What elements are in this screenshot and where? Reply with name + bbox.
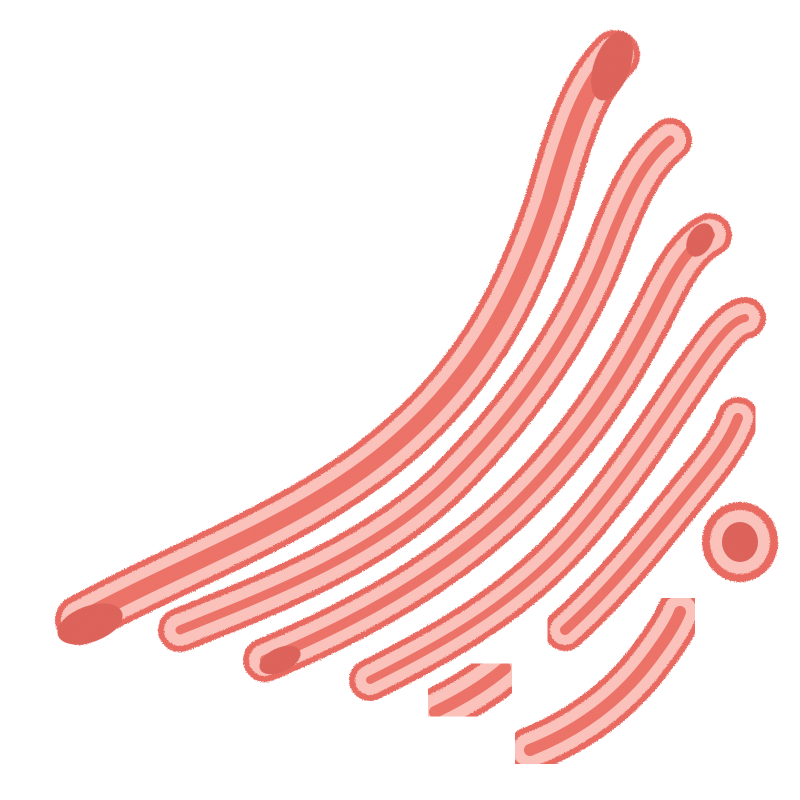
golgi-cisterna-fragment bbox=[507, 589, 703, 773]
golgi-cisterna-2 bbox=[158, 118, 692, 652]
golgi-cisterna-1 bbox=[55, 30, 640, 645]
golgi-cisterna-5 bbox=[544, 397, 759, 651]
golgi-vesicle-round bbox=[702, 502, 778, 582]
golgi-vesicle-elongated bbox=[411, 644, 529, 736]
golgi-cisterna-4 bbox=[349, 297, 766, 701]
golgi-cisterna-3 bbox=[243, 213, 732, 682]
